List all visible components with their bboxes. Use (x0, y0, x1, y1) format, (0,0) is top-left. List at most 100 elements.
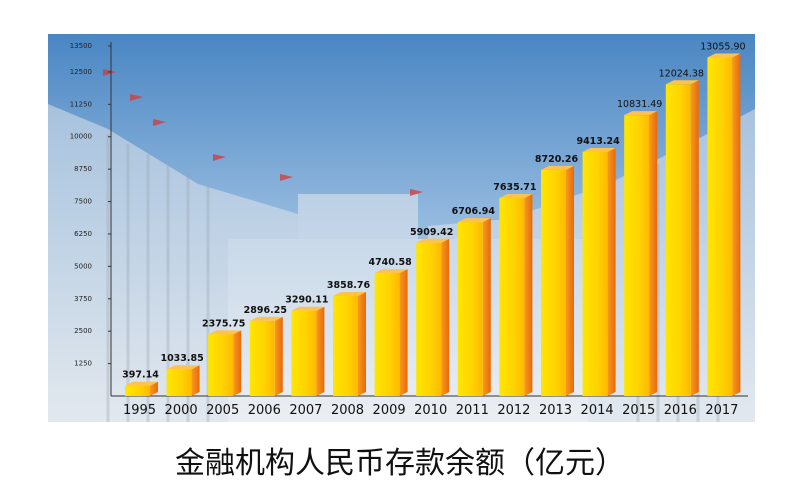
bar-2010 (416, 238, 450, 396)
bar-top (166, 365, 200, 370)
bar-2014 (582, 147, 616, 396)
bar-2013 (541, 165, 574, 396)
chart-title: 金融机构人民币存款余额（亿元） (175, 446, 625, 481)
bar-value-label: 3858.76 (327, 280, 371, 291)
x-axis-labels: 1995 2000 2005 2006 2007 2008 2009 2010 2011 2012… (123, 403, 738, 418)
y-tick-label: 12500 (70, 68, 92, 76)
bar-value-label: 7635.71 (493, 182, 536, 193)
bar-value-label: 1033.85 (160, 353, 203, 364)
bar-front (499, 198, 525, 396)
x-tick-label: 2009 (373, 403, 406, 418)
bar-2016 (665, 80, 699, 397)
bar-2012 (499, 194, 533, 396)
bar-2009 (374, 269, 408, 396)
bar-value-label: 12024.38 (659, 68, 704, 79)
bar-front (582, 151, 608, 396)
bar-value-label: 5909.42 (410, 227, 453, 238)
x-tick-label: 2012 (497, 403, 530, 418)
bar-top (249, 316, 283, 321)
bar-top (665, 80, 699, 85)
bar-top (125, 381, 158, 386)
bar-side (566, 165, 574, 396)
x-tick-label: 2014 (581, 403, 614, 418)
y-tick-label: 10000 (70, 133, 92, 141)
x-tick-label: 2008 (331, 403, 364, 418)
bar-value-label: 397.14 (122, 370, 159, 381)
x-tick-label: 2011 (456, 403, 489, 418)
bar-value-label: 10831.49 (617, 99, 662, 110)
bar-top (541, 165, 574, 170)
bar-top (333, 291, 366, 296)
bar-value-label: 9413.24 (576, 136, 620, 147)
bar-2000 (166, 365, 200, 396)
bar-top (208, 330, 242, 335)
x-tick-label: 2017 (705, 403, 738, 418)
bar-front (374, 273, 400, 396)
bar-front (665, 84, 691, 397)
bar-top (707, 53, 741, 58)
bar-side (441, 238, 450, 396)
bar-value-label: 4740.58 (368, 257, 412, 268)
x-tick-label: 2005 (206, 403, 239, 418)
y-tick-label: 6250 (74, 230, 92, 238)
x-tick-label: 2006 (248, 403, 281, 418)
bar-side (233, 330, 242, 396)
x-tick-label: 2016 (664, 403, 697, 418)
y-tick-label: 13500 (70, 42, 92, 50)
bar-front (416, 242, 442, 396)
bar-front (333, 295, 358, 396)
bar-top (624, 111, 658, 116)
bar-front (249, 320, 275, 396)
bar-side (191, 365, 200, 396)
x-tick-label: 2010 (414, 403, 447, 418)
y-tick-label: 11250 (70, 100, 92, 108)
bar-front (707, 57, 733, 396)
y-tick-label: 1250 (74, 360, 92, 368)
bar-top (291, 306, 325, 311)
bar-top (416, 238, 450, 243)
bar-top (499, 194, 533, 199)
bar-2017 (707, 53, 741, 396)
bar-side (150, 381, 158, 396)
x-tick-label: 2013 (539, 403, 572, 418)
bar-chart: 1250 2500 3750 5000 6250 7500 8750 10000 11250 12… (48, 34, 755, 422)
bar-2011 (457, 218, 491, 396)
y-tick-label: 7500 (74, 198, 92, 206)
bar-value-label: 2375.75 (202, 318, 245, 329)
bar-value-label: 3290.11 (285, 295, 328, 306)
bar-2015 (624, 111, 658, 396)
y-tick-label: 2500 (74, 327, 92, 335)
bar-side (524, 194, 533, 396)
bar-2006 (249, 316, 283, 396)
bar-front (624, 115, 650, 396)
bar-value-label: 6706.94 (452, 206, 496, 217)
bar-top (374, 269, 408, 274)
chart-panel: 1250 2500 3750 5000 6250 7500 8750 10000 11250 12… (48, 34, 755, 422)
bar-side (399, 269, 408, 396)
bar-front (166, 369, 192, 396)
bar-side (649, 111, 658, 396)
y-tick-label: 8750 (74, 165, 92, 173)
bar-2008 (333, 291, 366, 396)
bar-value-label: 8720.26 (535, 154, 579, 165)
bar-2007 (291, 306, 325, 396)
y-tick-label: 5000 (74, 262, 92, 270)
bar-front (541, 169, 566, 396)
bar-side (482, 218, 491, 396)
bar-front (208, 334, 234, 396)
bar-side (690, 80, 699, 397)
x-tick-label: 1995 (123, 403, 156, 418)
bar-2005 (208, 330, 242, 396)
bar-value-label: 13055.90 (700, 42, 745, 53)
bar-1995 (125, 381, 158, 396)
bar-side (274, 316, 283, 396)
y-tick-label: 3750 (74, 295, 92, 303)
bar-value-label: 2896.25 (244, 305, 287, 316)
bar-side (607, 147, 616, 396)
bar-top (582, 147, 616, 152)
bar-top (457, 218, 491, 223)
y-axis-ticks: 1250 2500 3750 5000 6250 7500 8750 10000 11250 12… (70, 42, 111, 368)
bar-side (358, 291, 366, 396)
bar-side (316, 306, 325, 396)
